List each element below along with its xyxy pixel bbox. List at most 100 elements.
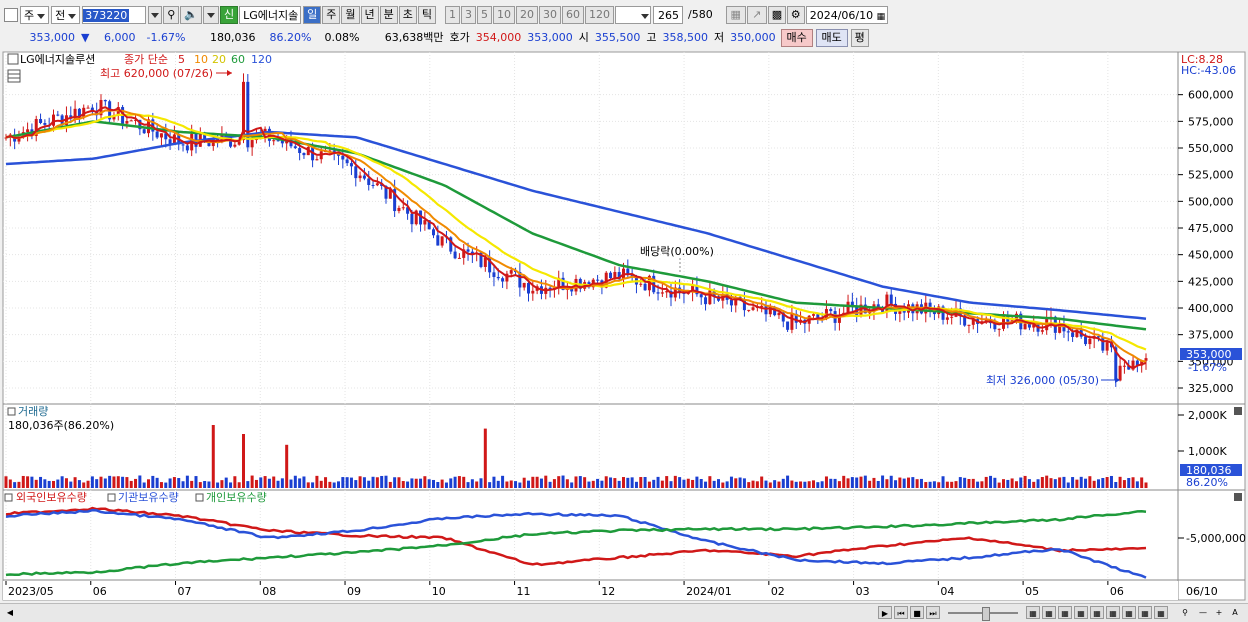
scroll-right-button[interactable]: ▶ bbox=[878, 606, 892, 619]
chart-scrollbar[interactable]: ◀ ▶ ⏮ ■ ⏭ ▦ ▦ ▦ ▦ ▦ ▦ ▦ ▦ ▦ ⚲ — + A bbox=[0, 603, 1248, 622]
volume-bar bbox=[406, 481, 410, 488]
zoom-in-icon[interactable]: + bbox=[1215, 608, 1223, 617]
volume-bar bbox=[488, 482, 492, 488]
tool-button-5[interactable]: ▦ bbox=[1090, 606, 1104, 619]
grid-icon: ▦ bbox=[730, 8, 741, 21]
candle-body bbox=[414, 210, 418, 225]
volume-bar bbox=[8, 479, 12, 488]
save-button[interactable]: ▩ bbox=[767, 6, 786, 24]
candle-body bbox=[1010, 320, 1014, 322]
holding-close-icon[interactable] bbox=[1234, 493, 1242, 501]
volume-bar bbox=[319, 480, 323, 488]
sell-button[interactable]: 매도 bbox=[815, 29, 848, 47]
candle-body bbox=[168, 139, 172, 145]
candle-body bbox=[1062, 324, 1066, 332]
tool-button-1[interactable]: ▦ bbox=[1026, 606, 1040, 619]
interval-1[interactable]: 1 bbox=[445, 6, 461, 24]
volume-bar bbox=[552, 479, 556, 488]
volume-bar bbox=[954, 481, 958, 488]
ma-legend-10: 10 bbox=[194, 53, 208, 66]
evaluate-button[interactable]: 평 bbox=[850, 29, 869, 47]
holding-menu-icon[interactable] bbox=[195, 493, 204, 502]
candle-body bbox=[207, 141, 211, 147]
tool-button-9[interactable]: ▦ bbox=[1154, 606, 1168, 619]
candle-body bbox=[172, 134, 176, 145]
volume-bar bbox=[276, 480, 280, 488]
candle-body bbox=[971, 319, 975, 325]
date-input[interactable]: 2024/06/10 ▦ bbox=[805, 6, 888, 24]
interval-120[interactable]: 120 bbox=[585, 6, 615, 24]
volume-bar bbox=[263, 476, 267, 488]
code-dropdown-button[interactable] bbox=[148, 6, 163, 24]
volume-bar bbox=[147, 479, 150, 488]
tool-button-4[interactable]: ▦ bbox=[1074, 606, 1088, 619]
interval-10[interactable]: 10 bbox=[493, 6, 516, 24]
interval-60[interactable]: 60 bbox=[562, 6, 585, 24]
volume-bar bbox=[945, 481, 949, 488]
interval-5[interactable]: 5 bbox=[477, 6, 493, 24]
zoom-out-icon[interactable]: — bbox=[1199, 608, 1207, 617]
scope-select[interactable]: 전 bbox=[51, 6, 81, 24]
period-minute[interactable]: 분 bbox=[379, 6, 398, 24]
zoom-slider-handle[interactable] bbox=[982, 607, 990, 621]
sound-dropdown[interactable] bbox=[203, 6, 220, 24]
candle-body bbox=[203, 134, 207, 142]
period-tick[interactable]: 틱 bbox=[417, 6, 437, 24]
candle-body bbox=[147, 119, 150, 134]
window-icon[interactable] bbox=[4, 8, 18, 22]
volume-bar bbox=[1058, 477, 1062, 488]
buy-button[interactable]: 매수 bbox=[780, 29, 813, 47]
search-icon: ⚲ bbox=[167, 8, 176, 21]
volume-bar bbox=[855, 477, 859, 488]
count-input[interactable]: 265 bbox=[653, 6, 684, 24]
volume-bar bbox=[453, 476, 457, 488]
candle-body bbox=[1097, 336, 1100, 338]
candle-body bbox=[77, 108, 81, 118]
holding-menu-icon[interactable] bbox=[4, 493, 13, 502]
zoom-search-icon[interactable]: ⚲ bbox=[1182, 608, 1188, 617]
candle-body bbox=[699, 294, 703, 298]
scroll-last-button[interactable]: ⏭ bbox=[926, 606, 940, 619]
stock-code-input[interactable]: 373220 bbox=[82, 6, 147, 24]
scroll-left-icon[interactable]: ◀ bbox=[6, 608, 14, 617]
period-second[interactable]: 초 bbox=[398, 6, 417, 24]
table-toggle-icon[interactable] bbox=[7, 69, 21, 83]
volume-bar bbox=[298, 478, 302, 488]
stop-button[interactable]: ■ bbox=[910, 606, 924, 619]
interval-3[interactable]: 3 bbox=[461, 6, 477, 24]
save-icon: ▩ bbox=[771, 8, 783, 21]
sound-button[interactable]: 🔈 bbox=[180, 6, 203, 24]
volume-close-icon[interactable] bbox=[1234, 407, 1242, 415]
panel-menu-icon[interactable] bbox=[7, 53, 19, 65]
chart-area[interactable]: LG에너지솔루션 종가 단순 5 10 20 60 120 최고 620,000… bbox=[0, 50, 1248, 602]
candle-body bbox=[358, 175, 362, 179]
settings-button[interactable]: ⚙ bbox=[786, 6, 805, 24]
candle-body bbox=[708, 290, 712, 305]
volume-bar bbox=[570, 482, 574, 488]
period-type-select[interactable]: 주 bbox=[20, 6, 50, 24]
tool-button-2[interactable]: ▦ bbox=[1042, 606, 1056, 619]
period-month[interactable]: 월 bbox=[341, 6, 360, 24]
period-day[interactable]: 일 bbox=[303, 6, 322, 24]
volume-bar bbox=[375, 477, 379, 488]
period-week[interactable]: 주 bbox=[322, 6, 341, 24]
draw-tool-button[interactable]: ↗ bbox=[746, 6, 767, 24]
grid-tool-button[interactable]: ▦ bbox=[725, 6, 746, 24]
volume-bar bbox=[1010, 478, 1014, 488]
tool-button-7[interactable]: ▦ bbox=[1122, 606, 1136, 619]
ma10-line bbox=[5, 109, 1147, 363]
period-year[interactable]: 년 bbox=[360, 6, 379, 24]
trade-amount: 63,638백만 bbox=[384, 31, 444, 44]
holding-menu-icon[interactable] bbox=[107, 493, 116, 502]
font-size-icon[interactable]: A bbox=[1232, 608, 1238, 617]
tool-button-8[interactable]: ▦ bbox=[1138, 606, 1152, 619]
tool-button-3[interactable]: ▦ bbox=[1058, 606, 1072, 619]
search-button[interactable]: ⚲ bbox=[163, 6, 180, 24]
scroll-first-button[interactable]: ⏮ bbox=[894, 606, 908, 619]
interval-20[interactable]: 20 bbox=[516, 6, 539, 24]
interval-30[interactable]: 30 bbox=[539, 6, 562, 24]
volume-menu-icon[interactable] bbox=[7, 407, 16, 416]
tool-button-6[interactable]: ▦ bbox=[1106, 606, 1120, 619]
volume-bar bbox=[799, 481, 803, 488]
custom-interval-select[interactable] bbox=[615, 6, 652, 24]
